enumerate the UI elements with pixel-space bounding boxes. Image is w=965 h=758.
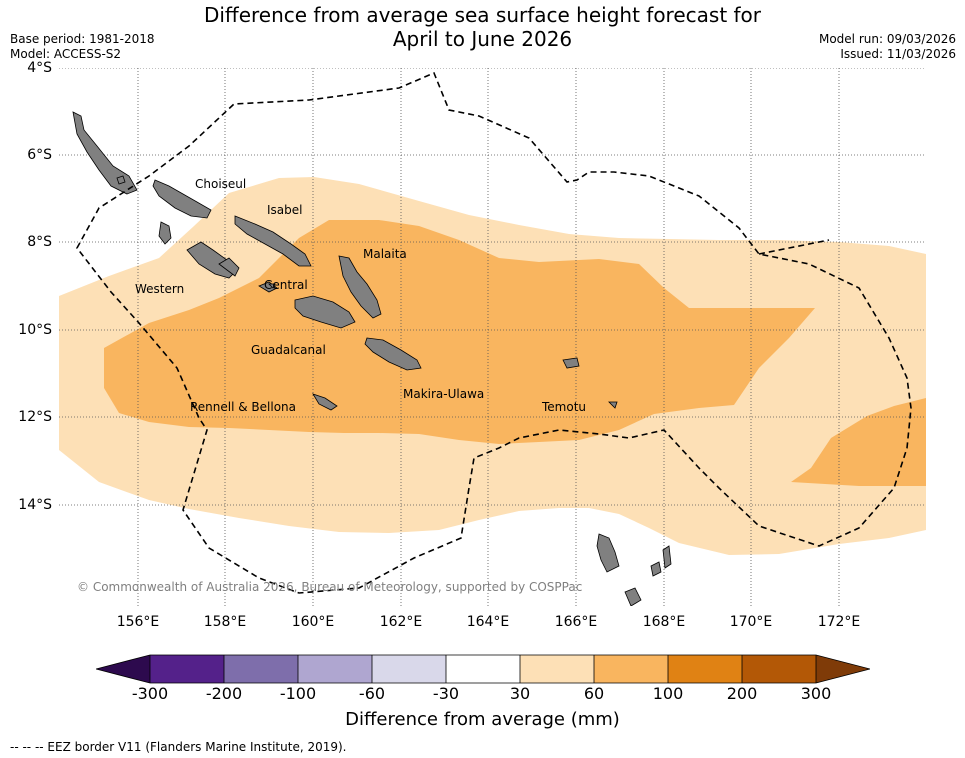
colorbar-bin-1 (150, 655, 224, 683)
base-period-text: Base period: 1981-2018 (10, 32, 155, 46)
colorbar-bin-4 (372, 655, 446, 683)
colorbar-bin-7 (594, 655, 668, 683)
anomaly-region-60-100-east (791, 398, 926, 486)
island-choiseul (152, 179, 212, 219)
colorbar-tick-label: -60 (358, 684, 386, 703)
label-isabel: Isabel (267, 203, 302, 217)
graticule (59, 68, 926, 606)
lon-label-168e: 168°E (642, 614, 686, 630)
colorbar-title: Difference from average (mm) (345, 709, 620, 730)
island-espiritu-santo (596, 533, 620, 573)
eez-legend: -- -- -- EEZ border V11 (Flanders Marine… (10, 740, 347, 754)
colorbar-tick-label: -300 (131, 684, 169, 703)
colorbar-bin-3 (298, 655, 372, 683)
label-malaita: Malaita (363, 247, 407, 261)
lat-label-14s: 14°S (18, 497, 52, 513)
island-malakula (624, 587, 642, 606)
label-makira-ulawa: Makira-Ulawa (403, 387, 484, 401)
island-makira (364, 337, 422, 371)
lon-label-172e: 172°E (817, 614, 861, 630)
island-malaita (338, 255, 382, 319)
island-vella-lavella (158, 221, 172, 245)
lon-label-158e: 158°E (203, 614, 247, 630)
island-guadalcanal (294, 295, 356, 329)
colorbar-tick-label: 200 (726, 684, 758, 703)
lon-label-164e: 164°E (466, 614, 510, 630)
island-maewo (650, 561, 662, 577)
lon-label-156e: 156°E (116, 614, 160, 630)
island-isabel (234, 215, 312, 267)
label-guadalcanal: Guadalcanal (251, 343, 326, 357)
colorbar-over-triangle (816, 655, 870, 683)
chart-title: Difference from average sea surface heig… (0, 3, 965, 51)
island-vanikoro (608, 401, 618, 409)
lat-label-4s: 4°S (27, 60, 52, 76)
lon-label-170e: 170°E (729, 614, 773, 630)
colorbar-tick-label: 100 (652, 684, 684, 703)
label-temotu: Temotu (541, 400, 586, 414)
lat-label-6s: 6°S (27, 147, 52, 163)
label-central: Central (264, 278, 308, 292)
island-shortland (116, 175, 126, 185)
lat-label-8s: 8°S (27, 234, 52, 250)
label-choiseul: Choiseul (195, 177, 246, 191)
anomaly-region-60-100-main (104, 220, 815, 444)
island-bougainville (72, 111, 138, 195)
island-new-georgia-2 (218, 257, 240, 277)
island-gatokae (268, 283, 276, 289)
island-pentecost (662, 545, 672, 569)
colorbar (96, 654, 870, 684)
copyright-text: © Commonwealth of Australia 2026, Bureau… (77, 580, 582, 594)
island-rennell (312, 393, 338, 411)
colorbar-tick-label: -30 (432, 684, 460, 703)
colorbar-tick-label: -200 (205, 684, 243, 703)
colorbar-tick-label: -100 (279, 684, 317, 703)
colorbar-tick-label: 30 (509, 684, 531, 703)
lon-label-166e: 166°E (554, 614, 598, 630)
island-florida (258, 281, 278, 293)
colorbar-bin-5 (446, 655, 520, 683)
colorbar-bin-8 (668, 655, 742, 683)
eez-borders (76, 71, 912, 594)
region-labels: Choiseul Isabel Malaita Western Central … (135, 177, 586, 414)
colorbar-tick-label: 60 (583, 684, 605, 703)
label-western: Western (135, 282, 184, 296)
model-text: Model: ACCESS-S2 (10, 47, 122, 61)
map-plot: Choiseul Isabel Malaita Western Central … (59, 68, 926, 606)
eez-solomon-islands (76, 71, 912, 594)
lat-label-12s: 12°S (18, 409, 52, 425)
model-run-text: Model run: 09/03/2026 (818, 32, 956, 46)
land (72, 111, 672, 606)
colorbar-under-triangle (96, 655, 150, 683)
colorbar-outline (96, 654, 870, 684)
lon-label-160e: 160°E (291, 614, 335, 630)
lon-label-162e: 162°E (379, 614, 423, 630)
title-line-1: Difference from average sea surface heig… (203, 3, 762, 27)
lat-label-10s: 10°S (18, 322, 52, 338)
colorbar-tick-label: 300 (800, 684, 832, 703)
eez-vanuatu-north (758, 239, 830, 255)
colorbar-bin-2 (224, 655, 298, 683)
colorbar-bin-9 (742, 655, 816, 683)
title-line-2: April to June 2026 (392, 27, 573, 51)
island-santa-cruz (562, 357, 580, 369)
label-rennell-bellona: Rennell & Bellona (190, 400, 296, 414)
issued-text: Issued: 11/03/2026 (840, 47, 956, 61)
colorbar-bin-6 (520, 655, 594, 683)
meta-left: Base period: 1981-2018 Model: ACCESS-S2 (10, 32, 155, 62)
meta-right: Model run: 09/03/2026 Issued: 11/03/2026 (819, 32, 956, 62)
